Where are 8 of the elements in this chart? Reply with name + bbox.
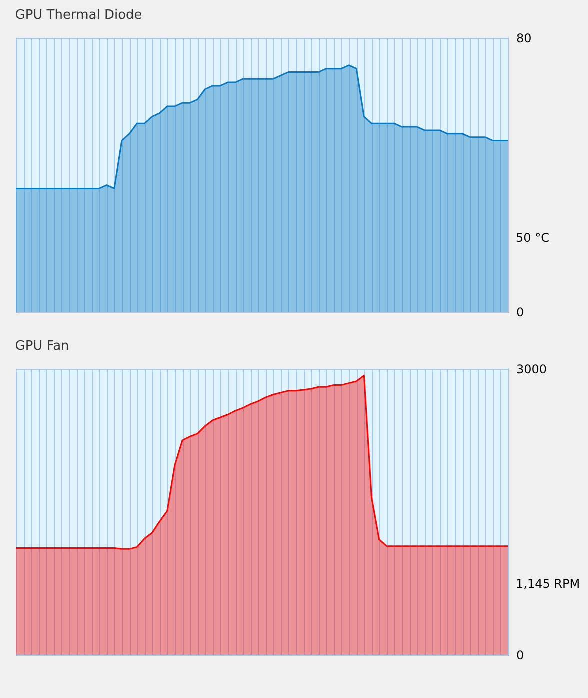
- chart-title: GPU Fan: [15, 339, 70, 354]
- text: 1,145 RPM: [516, 577, 580, 591]
- y-tick-label: 80: [516, 32, 532, 46]
- chart-title: GPU Thermal Diode: [15, 8, 142, 23]
- y-tick-label: 3000: [516, 362, 548, 376]
- y-tick-label: 0: [516, 306, 524, 320]
- text: 50 °C: [516, 231, 550, 245]
- y-tick-label: 0: [516, 648, 524, 662]
